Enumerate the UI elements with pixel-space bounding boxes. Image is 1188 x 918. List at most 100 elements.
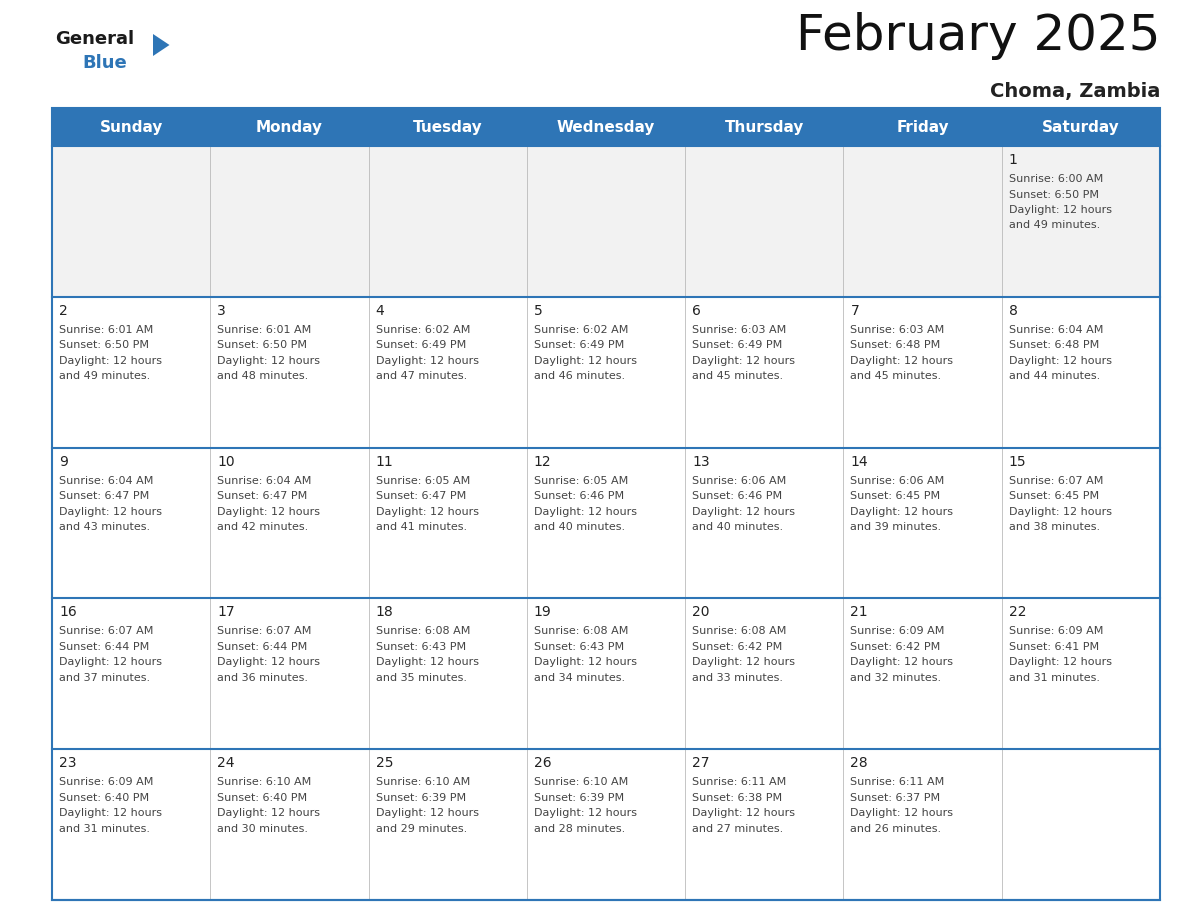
Text: Daylight: 12 hours: Daylight: 12 hours bbox=[1009, 657, 1112, 667]
Text: and 29 minutes.: and 29 minutes. bbox=[375, 823, 467, 834]
Text: Daylight: 12 hours: Daylight: 12 hours bbox=[851, 808, 954, 818]
Text: and 40 minutes.: and 40 minutes. bbox=[533, 522, 625, 532]
Text: 28: 28 bbox=[851, 756, 868, 770]
Text: Sunset: 6:50 PM: Sunset: 6:50 PM bbox=[217, 341, 308, 351]
Bar bbox=[52, 146, 1159, 297]
Bar bbox=[52, 448, 1159, 599]
Text: Sunrise: 6:07 AM: Sunrise: 6:07 AM bbox=[217, 626, 311, 636]
Text: Daylight: 12 hours: Daylight: 12 hours bbox=[59, 657, 162, 667]
Text: 20: 20 bbox=[693, 605, 709, 620]
Text: Sunrise: 6:06 AM: Sunrise: 6:06 AM bbox=[851, 476, 944, 486]
Text: Sunrise: 6:09 AM: Sunrise: 6:09 AM bbox=[1009, 626, 1104, 636]
Text: 17: 17 bbox=[217, 605, 235, 620]
Text: Sunrise: 6:11 AM: Sunrise: 6:11 AM bbox=[851, 778, 944, 788]
Text: Choma, Zambia: Choma, Zambia bbox=[990, 82, 1159, 101]
Text: and 44 minutes.: and 44 minutes. bbox=[1009, 371, 1100, 381]
Text: and 46 minutes.: and 46 minutes. bbox=[533, 371, 625, 381]
Text: Friday: Friday bbox=[896, 119, 949, 135]
Text: Sunset: 6:46 PM: Sunset: 6:46 PM bbox=[533, 491, 624, 501]
Text: Daylight: 12 hours: Daylight: 12 hours bbox=[533, 507, 637, 517]
Text: and 31 minutes.: and 31 minutes. bbox=[1009, 673, 1100, 683]
Text: 25: 25 bbox=[375, 756, 393, 770]
Text: Daylight: 12 hours: Daylight: 12 hours bbox=[693, 657, 795, 667]
Text: and 42 minutes.: and 42 minutes. bbox=[217, 522, 309, 532]
Bar bbox=[52, 297, 1159, 448]
Text: Sunset: 6:39 PM: Sunset: 6:39 PM bbox=[375, 793, 466, 802]
Text: Sunset: 6:49 PM: Sunset: 6:49 PM bbox=[693, 341, 783, 351]
Text: Sunrise: 6:03 AM: Sunrise: 6:03 AM bbox=[693, 325, 786, 335]
Text: 1: 1 bbox=[1009, 153, 1018, 167]
Text: and 39 minutes.: and 39 minutes. bbox=[851, 522, 942, 532]
Text: Sunrise: 6:07 AM: Sunrise: 6:07 AM bbox=[59, 626, 153, 636]
Text: and 48 minutes.: and 48 minutes. bbox=[217, 371, 309, 381]
Text: Sunrise: 6:05 AM: Sunrise: 6:05 AM bbox=[375, 476, 469, 486]
Polygon shape bbox=[153, 34, 170, 56]
Text: Sunset: 6:46 PM: Sunset: 6:46 PM bbox=[693, 491, 782, 501]
Text: Sunset: 6:42 PM: Sunset: 6:42 PM bbox=[693, 642, 783, 652]
Text: Sunset: 6:48 PM: Sunset: 6:48 PM bbox=[1009, 341, 1099, 351]
Text: Daylight: 12 hours: Daylight: 12 hours bbox=[375, 808, 479, 818]
Text: and 41 minutes.: and 41 minutes. bbox=[375, 522, 467, 532]
Text: Sunrise: 6:00 AM: Sunrise: 6:00 AM bbox=[1009, 174, 1102, 184]
Text: 14: 14 bbox=[851, 454, 868, 468]
Text: Sunset: 6:47 PM: Sunset: 6:47 PM bbox=[59, 491, 150, 501]
Text: Sunrise: 6:08 AM: Sunrise: 6:08 AM bbox=[533, 626, 628, 636]
Text: Sunset: 6:43 PM: Sunset: 6:43 PM bbox=[375, 642, 466, 652]
Text: Sunrise: 6:11 AM: Sunrise: 6:11 AM bbox=[693, 778, 786, 788]
Text: 22: 22 bbox=[1009, 605, 1026, 620]
Text: 24: 24 bbox=[217, 756, 235, 770]
Text: and 40 minutes.: and 40 minutes. bbox=[693, 522, 783, 532]
Text: 6: 6 bbox=[693, 304, 701, 318]
Text: General: General bbox=[55, 30, 134, 48]
Text: and 33 minutes.: and 33 minutes. bbox=[693, 673, 783, 683]
Text: Daylight: 12 hours: Daylight: 12 hours bbox=[59, 808, 162, 818]
Text: Daylight: 12 hours: Daylight: 12 hours bbox=[693, 356, 795, 365]
Text: and 30 minutes.: and 30 minutes. bbox=[217, 823, 308, 834]
Text: Daylight: 12 hours: Daylight: 12 hours bbox=[533, 657, 637, 667]
Text: Daylight: 12 hours: Daylight: 12 hours bbox=[375, 356, 479, 365]
Text: Sunrise: 6:03 AM: Sunrise: 6:03 AM bbox=[851, 325, 944, 335]
Text: Daylight: 12 hours: Daylight: 12 hours bbox=[59, 356, 162, 365]
Text: 27: 27 bbox=[693, 756, 709, 770]
Text: and 26 minutes.: and 26 minutes. bbox=[851, 823, 942, 834]
Text: 4: 4 bbox=[375, 304, 385, 318]
Text: Sunrise: 6:01 AM: Sunrise: 6:01 AM bbox=[59, 325, 153, 335]
Text: Sunset: 6:47 PM: Sunset: 6:47 PM bbox=[375, 491, 466, 501]
Text: Sunset: 6:47 PM: Sunset: 6:47 PM bbox=[217, 491, 308, 501]
Text: Sunrise: 6:01 AM: Sunrise: 6:01 AM bbox=[217, 325, 311, 335]
Text: Sunrise: 6:10 AM: Sunrise: 6:10 AM bbox=[533, 778, 628, 788]
Text: Sunrise: 6:04 AM: Sunrise: 6:04 AM bbox=[217, 476, 311, 486]
Text: and 35 minutes.: and 35 minutes. bbox=[375, 673, 467, 683]
Text: Tuesday: Tuesday bbox=[413, 119, 482, 135]
Text: 15: 15 bbox=[1009, 454, 1026, 468]
Bar bbox=[52, 749, 1159, 900]
Text: Daylight: 12 hours: Daylight: 12 hours bbox=[375, 657, 479, 667]
Text: 10: 10 bbox=[217, 454, 235, 468]
Text: Daylight: 12 hours: Daylight: 12 hours bbox=[217, 356, 321, 365]
Text: Daylight: 12 hours: Daylight: 12 hours bbox=[851, 657, 954, 667]
Text: Sunset: 6:38 PM: Sunset: 6:38 PM bbox=[693, 793, 782, 802]
Text: Sunrise: 6:02 AM: Sunrise: 6:02 AM bbox=[533, 325, 628, 335]
Text: 11: 11 bbox=[375, 454, 393, 468]
Text: and 32 minutes.: and 32 minutes. bbox=[851, 673, 942, 683]
Text: Sunrise: 6:02 AM: Sunrise: 6:02 AM bbox=[375, 325, 470, 335]
Text: Sunset: 6:50 PM: Sunset: 6:50 PM bbox=[59, 341, 148, 351]
Text: Daylight: 12 hours: Daylight: 12 hours bbox=[693, 507, 795, 517]
Text: and 38 minutes.: and 38 minutes. bbox=[1009, 522, 1100, 532]
Text: and 49 minutes.: and 49 minutes. bbox=[1009, 220, 1100, 230]
Text: Sunset: 6:40 PM: Sunset: 6:40 PM bbox=[59, 793, 150, 802]
Text: and 47 minutes.: and 47 minutes. bbox=[375, 371, 467, 381]
Text: and 37 minutes.: and 37 minutes. bbox=[59, 673, 150, 683]
Text: 3: 3 bbox=[217, 304, 226, 318]
Text: Sunset: 6:39 PM: Sunset: 6:39 PM bbox=[533, 793, 624, 802]
Text: 13: 13 bbox=[693, 454, 709, 468]
Bar bbox=[52, 108, 1159, 900]
Text: Sunrise: 6:10 AM: Sunrise: 6:10 AM bbox=[217, 778, 311, 788]
Text: Sunset: 6:49 PM: Sunset: 6:49 PM bbox=[533, 341, 624, 351]
Text: and 45 minutes.: and 45 minutes. bbox=[693, 371, 783, 381]
Text: Daylight: 12 hours: Daylight: 12 hours bbox=[851, 507, 954, 517]
Text: Thursday: Thursday bbox=[725, 119, 804, 135]
Text: Daylight: 12 hours: Daylight: 12 hours bbox=[1009, 356, 1112, 365]
Text: and 43 minutes.: and 43 minutes. bbox=[59, 522, 150, 532]
Text: Daylight: 12 hours: Daylight: 12 hours bbox=[1009, 205, 1112, 215]
